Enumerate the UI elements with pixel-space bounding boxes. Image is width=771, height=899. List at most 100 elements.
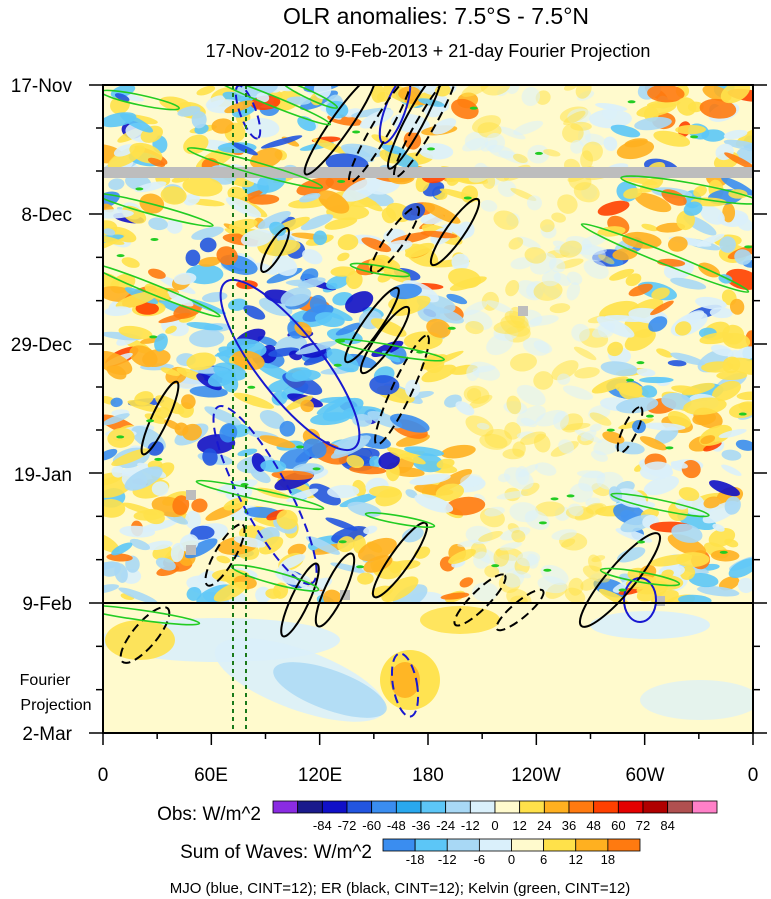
waves-colorbar-tick-label: 12 — [569, 852, 583, 867]
field-patch — [641, 223, 659, 232]
field-patch — [596, 316, 635, 338]
field-patch — [147, 441, 164, 456]
field-patch — [699, 332, 734, 345]
field-patch — [564, 85, 578, 91]
field-patch — [440, 592, 470, 600]
field-patch — [451, 253, 470, 271]
field-patch — [455, 401, 475, 416]
kelvin-small-contour — [690, 135, 699, 139]
kelvin-small-contour — [247, 385, 256, 389]
kelvin-small-contour — [463, 196, 472, 200]
field-patch — [602, 431, 625, 444]
er-contour — [371, 521, 429, 599]
field-patch — [286, 96, 311, 105]
waves-colorbar-tick-label: -6 — [474, 852, 486, 867]
field-patch — [736, 391, 753, 401]
field-patch — [211, 118, 234, 134]
field-patch — [225, 197, 262, 218]
field-patch — [216, 479, 258, 494]
field-patch — [625, 273, 642, 287]
field-patch — [196, 85, 216, 96]
field-patch — [493, 210, 519, 230]
obs-colorbar-box — [445, 800, 471, 814]
field-patch — [369, 375, 400, 396]
obs-colorbar-box — [321, 800, 348, 814]
field-patch — [581, 234, 607, 247]
obs-colorbar-box — [297, 800, 323, 814]
waves-colorbar-labels: -18 -12 -6 0 6 12 18 — [406, 852, 615, 867]
kelvin-contour — [103, 604, 201, 626]
field-patch — [381, 144, 407, 155]
field-patch — [484, 506, 505, 517]
missing-data-cell — [655, 596, 665, 606]
field-patch — [640, 680, 753, 720]
waves-colorbar-box — [382, 838, 416, 852]
field-patch — [493, 547, 510, 567]
field-patch — [181, 394, 196, 410]
field-patch — [721, 177, 753, 196]
axis-ticks — [89, 84, 767, 745]
field-patch — [426, 318, 451, 338]
fourier-label-line1: Fourier — [20, 672, 71, 689]
field-patch — [721, 464, 742, 476]
field-patch — [670, 461, 688, 469]
field-patch — [337, 536, 355, 553]
field-patch — [448, 549, 476, 565]
field-patch — [484, 428, 513, 449]
field-patch — [111, 465, 125, 478]
field-patch — [172, 495, 190, 515]
field-patch — [378, 452, 400, 470]
waves-colorbar-box — [414, 838, 448, 852]
kelvin-small-contour — [337, 339, 346, 343]
waves-colorbar-box — [575, 838, 609, 852]
field-patch — [640, 385, 658, 398]
kelvin-small-contour — [333, 363, 342, 367]
waves-colorbar-tick-label: -12 — [438, 852, 457, 867]
field-patch — [144, 283, 170, 301]
field-patch — [216, 555, 231, 564]
er-contour — [429, 197, 481, 267]
field-patch — [191, 111, 207, 129]
field-patch — [186, 352, 217, 371]
chart-subtitle: 17-Nov-2012 to 9-Feb-2013 + 21-day Fouri… — [206, 41, 651, 61]
field-patch — [513, 120, 544, 136]
obs-colorbar-tick-label: 48 — [586, 818, 600, 833]
field-patch — [420, 230, 458, 239]
mjo-contour — [212, 404, 318, 586]
missing-data-cell — [518, 306, 528, 316]
mjo-contour — [219, 278, 361, 452]
waves-colorbar-box — [511, 838, 545, 852]
field-patch — [147, 157, 166, 167]
kelvin-contour — [103, 192, 214, 228]
field-patch — [568, 503, 584, 517]
field-patch — [615, 397, 659, 414]
field-patch — [510, 257, 533, 270]
missing-data-cell — [186, 490, 196, 500]
field-patch — [403, 331, 443, 350]
field-patch — [389, 561, 402, 574]
field-patch — [718, 428, 747, 439]
field-patch — [506, 85, 520, 95]
field-patch — [191, 226, 224, 240]
waves-colorbar-box — [478, 838, 512, 852]
field-patch — [735, 439, 753, 451]
field-patch — [653, 130, 691, 147]
y-tick-label-5: 9-Feb — [22, 594, 72, 615]
field-patch — [589, 412, 612, 426]
field-patch — [111, 448, 151, 467]
obs-colorbar-tick-label: 36 — [562, 818, 576, 833]
field-patch — [598, 254, 615, 265]
kelvin-small-contour — [426, 147, 435, 151]
field-patch — [103, 351, 133, 376]
kelvin-small-contour — [447, 326, 456, 330]
waves-colorbar-box — [607, 838, 641, 852]
field-patch — [300, 214, 334, 231]
field-patch — [278, 554, 306, 570]
field-patch — [383, 265, 411, 283]
field-patch — [516, 551, 541, 567]
field-patch — [712, 523, 725, 532]
field-patch — [602, 104, 618, 120]
er-contour — [344, 286, 400, 364]
field-patch — [561, 538, 576, 548]
field-patch — [570, 121, 592, 131]
